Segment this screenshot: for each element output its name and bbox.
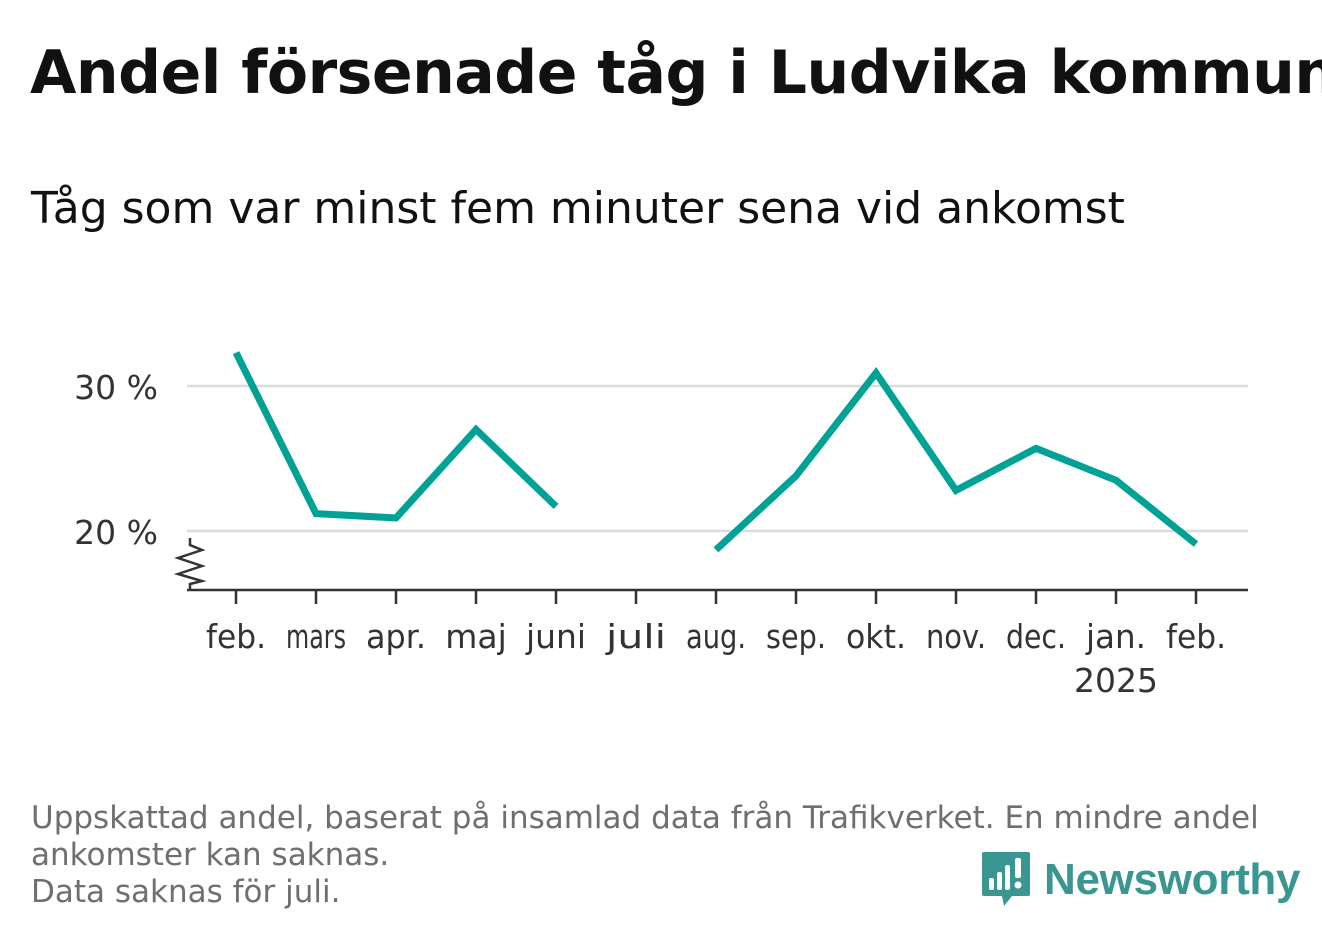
x-tick-label: feb. bbox=[1166, 617, 1226, 656]
y-tick-label: 30 % bbox=[74, 368, 158, 407]
series-line bbox=[232, 351, 559, 522]
y-tick-label: 20 % bbox=[74, 513, 158, 552]
x-tick-label: jan. bbox=[1085, 617, 1146, 656]
x-tick-label: okt. bbox=[846, 617, 906, 656]
series-lines bbox=[232, 351, 1199, 553]
x-tick-label: feb. bbox=[206, 617, 266, 656]
chart-title: Andel försenade tåg i Ludvika kommun bbox=[30, 38, 1322, 108]
x-axis bbox=[173, 538, 1248, 592]
x-tick-label: nov. bbox=[926, 617, 986, 656]
x-tick-label: sep. bbox=[766, 617, 826, 656]
gridlines bbox=[187, 384, 1248, 533]
bar-chart-bubble-icon bbox=[982, 852, 1030, 906]
x-year-label: 2025 bbox=[1074, 661, 1158, 700]
x-tick-label: aug. bbox=[686, 617, 746, 656]
y-axis-break-icon bbox=[173, 538, 207, 590]
x-tick-label: apr. bbox=[366, 617, 426, 656]
x-tick-label: mars bbox=[286, 617, 346, 656]
x-axis-ticks: feb. mars apr. maj juni juli aug. sep. okt. nov. d… bbox=[206, 590, 1226, 700]
x-tick-label: maj bbox=[445, 617, 507, 656]
x-tick-label: dec. bbox=[1006, 617, 1066, 656]
brand-logo: Newsworthy bbox=[980, 850, 1300, 910]
footnote-line: ankomster kan saknas. bbox=[31, 837, 390, 873]
x-tick-label: juni bbox=[525, 617, 586, 656]
footnote: Uppskattad andel, baserat på insamlad da… bbox=[31, 800, 1291, 911]
chart-subtitle: Tåg som var minst fem minuter sena vid a… bbox=[31, 183, 1125, 234]
brand-name: Newsworthy bbox=[1044, 855, 1301, 904]
x-tick-label: juli bbox=[605, 617, 666, 656]
y-axis-ticks: 20 % 30 % bbox=[74, 368, 158, 552]
footnote-line: Data saknas för juli. bbox=[31, 874, 341, 910]
footnote-line: Uppskattad andel, baserat på insamlad da… bbox=[31, 800, 1259, 836]
series-line bbox=[713, 367, 1199, 553]
